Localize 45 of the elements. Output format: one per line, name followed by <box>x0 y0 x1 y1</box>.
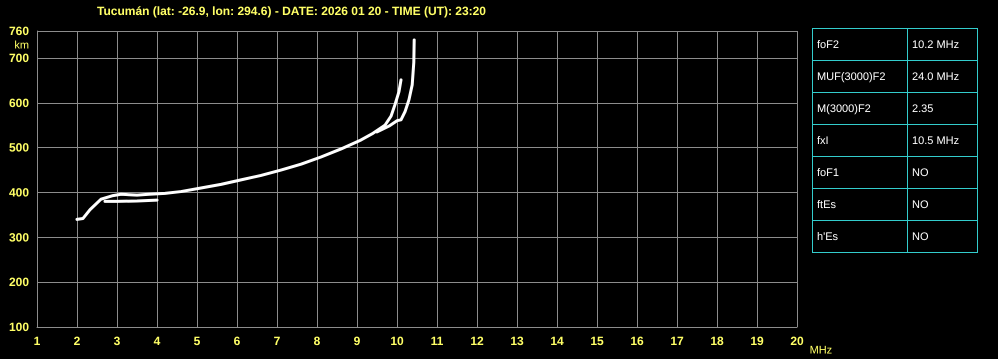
chart-title: Tucumán (lat: -26.9, lon: 294.6) - DATE: 2026 01 20 - TIME (UT): 23:20 <box>97 4 486 18</box>
text: 2.35 <box>912 102 934 114</box>
x-tick-label: 12 <box>470 334 484 348</box>
text: NO <box>912 166 928 178</box>
x-tick-label: 5 <box>194 334 201 348</box>
category-label: ftEs <box>812 188 908 220</box>
category-label: fxI <box>812 124 908 156</box>
category-label: foF1 <box>812 156 908 188</box>
text: 10.2 MHz <box>912 38 960 50</box>
category-label: MUF(3000)F2 <box>812 60 908 92</box>
x-tick-label: 20 <box>790 334 804 348</box>
x-tick-label: 11 <box>430 334 444 348</box>
x-tick-label: 6 <box>234 334 241 348</box>
y-tick-label: 500 <box>8 140 30 155</box>
text: 24.0 MHz <box>912 70 960 82</box>
y-tick-label: 300 <box>8 230 30 244</box>
category-label: foF2 <box>812 28 908 60</box>
x-tick-label: 3 <box>114 334 121 348</box>
x-tick-label: 13 <box>510 334 524 348</box>
x-tick-label: 14 <box>550 334 564 348</box>
x-tick-label: 1 <box>34 334 41 348</box>
category-label: M(3000)F2 <box>812 92 908 124</box>
y-tick-label: 700 <box>8 50 30 65</box>
x-axis-title: MHz <box>810 344 832 356</box>
x-tick-label: 8 <box>314 334 321 348</box>
y-tick-label: 400 <box>8 185 30 200</box>
y-tick-label: 100 <box>8 320 30 334</box>
y-tick-label: 600 <box>8 96 30 110</box>
x-tick-label: 2 <box>74 334 81 348</box>
x-tick-label: 9 <box>354 334 361 348</box>
y-axis-title: km <box>14 40 29 52</box>
y-tick-label: 760 <box>8 24 30 38</box>
x-tick-label: 17 <box>670 334 684 348</box>
x-tick-label: 16 <box>630 334 644 348</box>
x-tick-label: 7 <box>274 334 281 348</box>
text: 10.5 MHz <box>912 134 960 146</box>
x-tick-label: 18 <box>710 334 724 348</box>
x-tick-label: 15 <box>590 334 604 348</box>
text: NO <box>912 198 928 210</box>
x-tick-label: 4 <box>154 334 161 348</box>
x-tick-label: 19 <box>750 334 764 348</box>
x-tick-label: 10 <box>390 334 404 348</box>
category-label: h'Es <box>812 220 908 252</box>
y-tick-label: 200 <box>8 275 30 290</box>
text: NO <box>912 230 928 242</box>
